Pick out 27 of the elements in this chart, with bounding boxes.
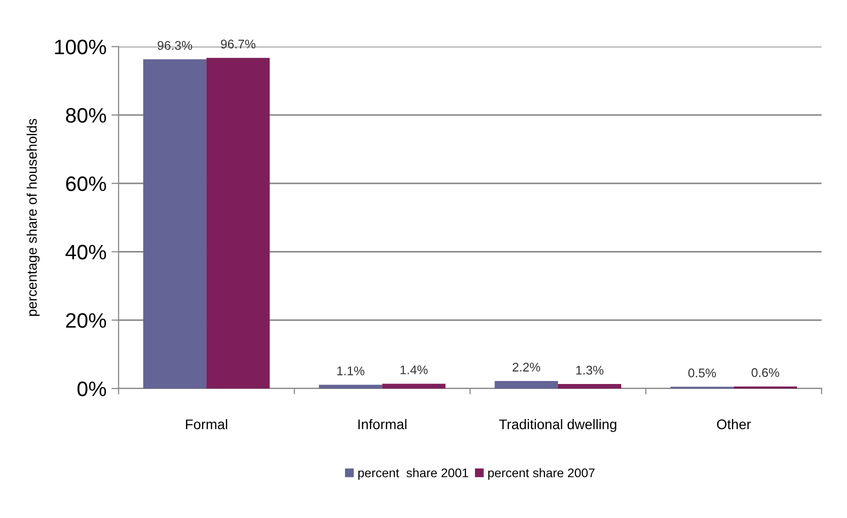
- legend-label: percent share 2001: [358, 468, 468, 480]
- y-tick-label: 100%: [55, 40, 106, 54]
- y-axis-title: percentage share of households: [26, 118, 40, 316]
- data-label: 2.2%: [512, 362, 540, 372]
- bar: [558, 384, 622, 388]
- data-label: 1.3%: [576, 366, 604, 375]
- legend-label: percent share 2007: [488, 468, 595, 480]
- y-tick-label: 20%: [66, 313, 106, 328]
- data-label: 1.4%: [400, 366, 428, 374]
- bar: [318, 384, 382, 388]
- x-tick-label: Other: [717, 419, 751, 430]
- x-tick-label: Traditional dwelling: [499, 419, 616, 432]
- bar: [143, 59, 206, 388]
- data-label: 0.5%: [688, 368, 716, 378]
- bar: [206, 58, 270, 388]
- y-tick-label: 80%: [66, 108, 106, 123]
- x-tick-label: Informal: [358, 419, 406, 430]
- data-label: 0.6%: [752, 368, 780, 378]
- x-tick-label: Formal: [186, 419, 228, 430]
- bar: [494, 380, 558, 388]
- data-label: 1.1%: [337, 366, 364, 376]
- data-label: 96.7%: [220, 40, 256, 48]
- y-tick-label: 0%: [77, 382, 106, 396]
- bar: [382, 384, 446, 388]
- data-label: 96.3%: [158, 41, 192, 50]
- y-tick-label: 40%: [66, 244, 106, 260]
- y-tick-label: 60%: [66, 176, 106, 192]
